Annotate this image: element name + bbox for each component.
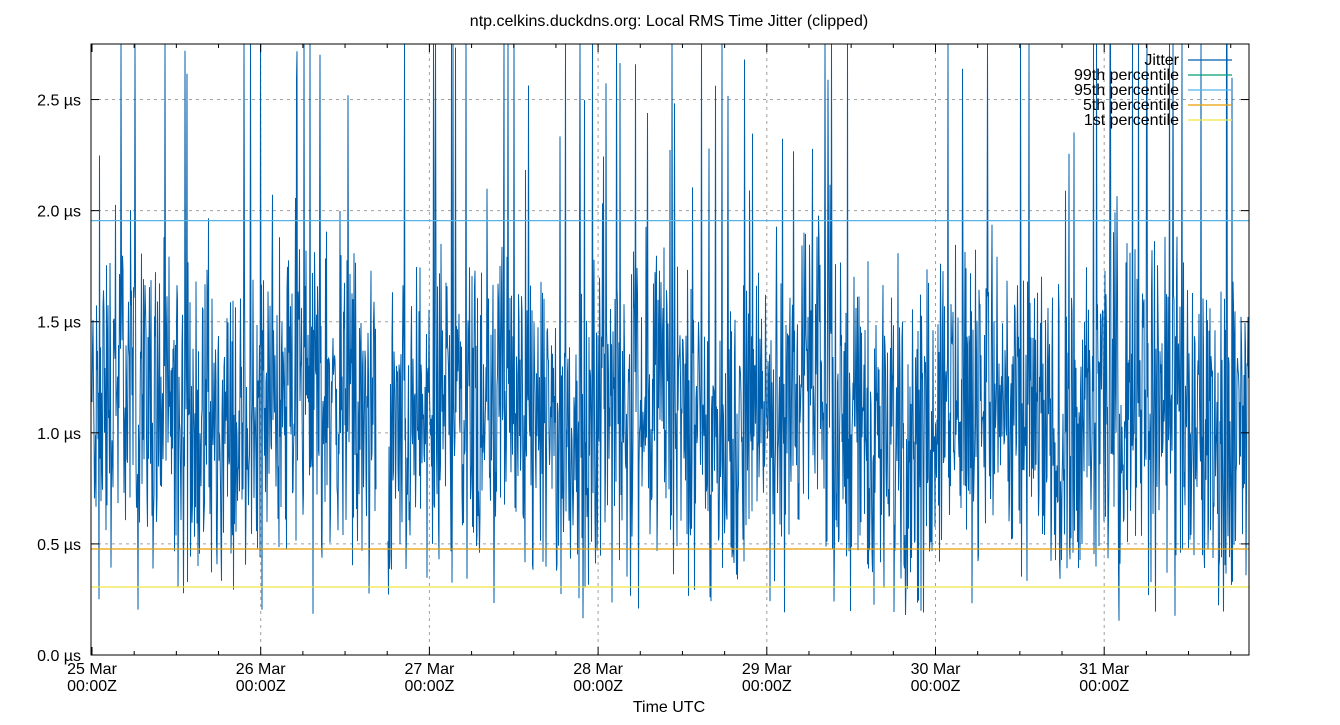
y-axis: 0.0 µs 0.5 µs 1.0 µs 1.5 µs 2.0 µs 2.5 µs bbox=[37, 93, 1249, 665]
y-tick-label: 2.0 µs bbox=[37, 204, 81, 221]
y-tick-label: 1.0 µs bbox=[37, 426, 81, 443]
legend-label: 95th percentile bbox=[1074, 82, 1179, 99]
x-tick-label-date: 25 Mar bbox=[67, 661, 117, 678]
plot-frame bbox=[90, 43, 1250, 656]
x-tick-label-time: 00:00Z bbox=[1079, 678, 1129, 695]
legend-label: 99th percentile bbox=[1074, 67, 1179, 84]
x-tick-label-time: 00:00Z bbox=[573, 678, 623, 695]
x-axis-label: Time UTC bbox=[633, 699, 705, 716]
y-tick-label: 2.5 µs bbox=[37, 93, 81, 110]
x-tick-label-time: 00:00Z bbox=[911, 678, 961, 695]
x-tick-label-date: 30 Mar bbox=[911, 661, 961, 678]
x-tick-label-date: 27 Mar bbox=[405, 661, 455, 678]
legend-label: Jitter bbox=[1144, 52, 1179, 69]
legend-label: 5th percentile bbox=[1083, 97, 1179, 114]
x-tick-label-date: 28 Mar bbox=[573, 661, 623, 678]
jitter-series bbox=[91, 43, 1249, 621]
x-tick-label-date: 26 Mar bbox=[236, 661, 286, 678]
x-tick-label-time: 00:00Z bbox=[67, 678, 117, 695]
series-layer bbox=[91, 43, 1249, 621]
x-tick-label-time: 00:00Z bbox=[742, 678, 792, 695]
legend-label: 1st percentile bbox=[1084, 112, 1179, 129]
x-tick-label-date: 31 Mar bbox=[1079, 661, 1129, 678]
x-tick-label-time: 00:00Z bbox=[236, 678, 286, 695]
y-tick-label: 0.0 µs bbox=[37, 648, 81, 665]
x-tick-label-date: 29 Mar bbox=[742, 661, 792, 678]
y-tick-label: 1.5 µs bbox=[37, 315, 81, 332]
chart-title: ntp.celkins.duckdns.org: Local RMS Time … bbox=[470, 13, 868, 30]
y-tick-label: 0.5 µs bbox=[37, 537, 81, 554]
x-tick-label-time: 00:00Z bbox=[404, 678, 454, 695]
